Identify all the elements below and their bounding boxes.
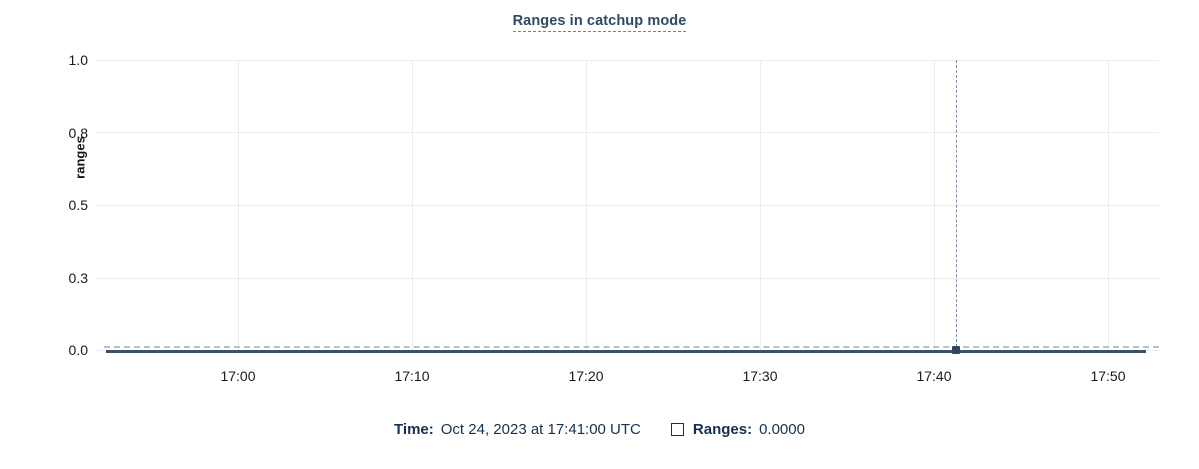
legend-label-ranges: Ranges:: [692, 421, 753, 438]
x-axis-tick-label: 17:20: [568, 368, 604, 384]
gridline-horizontal: [96, 205, 1159, 206]
chart-tooltip: Time: Oct 24, 2023 at 17:41:00 UTC Range…: [0, 421, 1199, 438]
gridline-vertical: [934, 60, 935, 350]
y-axis-tick-label: 0.8: [68, 125, 88, 141]
y-axis-tick-label: 0.0: [68, 342, 88, 358]
legend-checkbox-icon[interactable]: [670, 423, 684, 436]
tooltip-time-value: Oct 24, 2023 at 17:41:00 UTC: [440, 421, 641, 438]
chart-title: Ranges in catchup mode: [0, 12, 1199, 32]
x-axis-tick-label: 17:30: [742, 368, 778, 384]
y-axis-tick-label: 1.0: [68, 52, 88, 68]
y-axis: ranges 1.0 0.8 0.5 0.3 0.0: [42, 0, 88, 469]
x-axis-tick-label: 17:40: [916, 368, 952, 384]
gridline-horizontal: [96, 132, 1159, 133]
x-axis-tick-label: 17:00: [220, 368, 256, 384]
gridline-vertical: [238, 60, 239, 350]
crosshair-vertical-line: [956, 60, 957, 352]
y-axis-tick-label: 0.3: [68, 270, 88, 286]
gridline-vertical: [412, 60, 413, 350]
tooltip-time-label: Time:: [394, 421, 434, 438]
gridline-vertical: [760, 60, 761, 350]
chart-title-text: Ranges in catchup mode: [512, 13, 687, 32]
y-axis-tick-label: 0.5: [68, 197, 88, 213]
gridline-vertical: [1108, 60, 1109, 350]
legend-value-ranges: 0.0000: [759, 421, 805, 438]
hovered-point-marker[interactable]: [952, 346, 960, 354]
gridline-horizontal: [96, 278, 1159, 279]
plot-area[interactable]: [96, 60, 1159, 354]
x-axis-tick-label: 17:10: [394, 368, 430, 384]
legend-item-ranges[interactable]: Ranges: 0.0000: [670, 421, 805, 438]
x-axis-tick-label: 17:50: [1090, 368, 1126, 384]
series-line-dashed: [104, 346, 1159, 348]
x-axis: 17:00 17:10 17:20 17:30 17:40 17:50: [96, 368, 1159, 388]
gridline-horizontal: [96, 60, 1159, 61]
gridline-vertical: [586, 60, 587, 350]
tooltip-time: Time: Oct 24, 2023 at 17:41:00 UTC: [394, 421, 641, 438]
series-line-ranges: [106, 350, 1146, 353]
